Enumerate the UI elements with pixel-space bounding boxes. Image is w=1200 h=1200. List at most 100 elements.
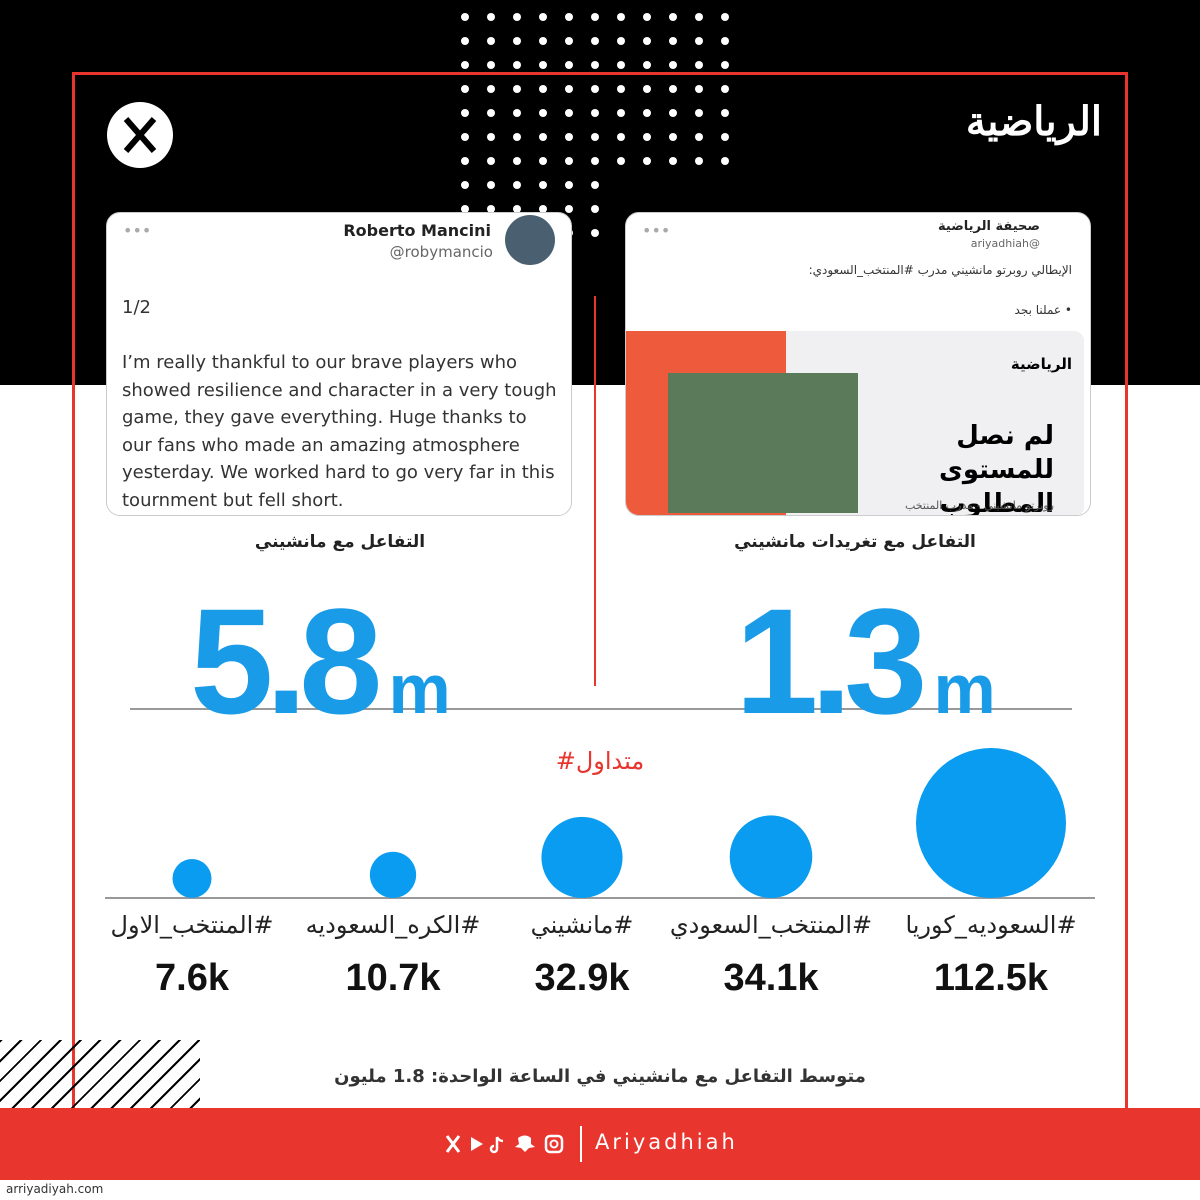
tweet-card: ••• صحيفة الرياضية @ariyadhiah الإيطالي … xyxy=(625,212,1091,516)
dot xyxy=(617,133,625,141)
footer-handle: Ariyadhiah xyxy=(595,1130,738,1154)
dot xyxy=(513,133,521,141)
hashtag: #المنتخب_الاول xyxy=(111,911,274,939)
dot xyxy=(643,85,651,93)
dot xyxy=(539,61,547,69)
dot xyxy=(591,37,599,45)
photo xyxy=(668,373,858,513)
hashtag: #المنتخب_السعودي xyxy=(670,911,872,939)
dot xyxy=(695,133,703,141)
dot xyxy=(643,133,651,141)
social-icons xyxy=(445,1134,564,1154)
dot xyxy=(539,181,547,189)
dot xyxy=(617,157,625,165)
dot xyxy=(591,157,599,165)
dot xyxy=(695,109,703,117)
dot xyxy=(461,205,469,213)
dot xyxy=(513,205,521,213)
dot xyxy=(617,85,625,93)
tweet-text: I’m really thankful to our brave players… xyxy=(122,352,557,511)
dot xyxy=(487,109,495,117)
dot xyxy=(695,85,703,93)
dot xyxy=(539,109,547,117)
dot xyxy=(591,109,599,117)
dot xyxy=(643,37,651,45)
dot xyxy=(487,37,495,45)
tweet-name: صحيفة الرياضية xyxy=(938,219,1040,234)
value-label: 10.7k xyxy=(345,957,441,999)
dot xyxy=(591,133,599,141)
dot xyxy=(513,37,521,45)
x-logo xyxy=(107,102,173,168)
bubble xyxy=(541,816,623,898)
dot xyxy=(539,37,547,45)
dot xyxy=(591,13,599,21)
dot xyxy=(565,181,573,189)
dot xyxy=(617,37,625,45)
dot xyxy=(539,133,547,141)
tweet-bullet: • عملنا بجد xyxy=(1014,303,1072,317)
footer: Ariyadhiah xyxy=(0,1108,1200,1180)
dot xyxy=(565,13,573,21)
dot xyxy=(643,109,651,117)
menu-dots: ••• xyxy=(123,221,152,240)
tweet-handle: @robymancio xyxy=(389,243,493,261)
bubble xyxy=(369,851,417,898)
media-card: الرياضية لم نصل للمستوى المطلوب روبرتو م… xyxy=(626,331,1084,515)
dot xyxy=(617,109,625,117)
stat-caption: التفاعل مع تغريدات مانشيني xyxy=(734,532,976,552)
dot xyxy=(617,13,625,21)
stat-caption: التفاعل مع مانشيني xyxy=(254,532,426,552)
dot xyxy=(461,181,469,189)
dot xyxy=(591,85,599,93)
dot xyxy=(591,61,599,69)
dot xyxy=(643,61,651,69)
dot xyxy=(591,205,599,213)
tweet-number: 1/2 xyxy=(122,297,151,318)
dot xyxy=(669,13,677,21)
dot xyxy=(487,181,495,189)
dot xyxy=(721,109,729,117)
dot xyxy=(591,229,599,237)
footer-divider xyxy=(580,1126,582,1162)
hashtag: #السعوديه_كوريا xyxy=(905,911,1076,939)
dot xyxy=(487,13,495,21)
dot xyxy=(695,61,703,69)
dot xyxy=(669,133,677,141)
dot xyxy=(461,37,469,45)
dot xyxy=(539,13,547,21)
site: arriyadiyah.com xyxy=(6,1182,104,1196)
dot xyxy=(487,157,495,165)
stat-value: 1.3 xyxy=(735,577,928,745)
dot xyxy=(669,157,677,165)
dot xyxy=(487,133,495,141)
value-label: 34.1k xyxy=(723,957,819,999)
brand-logo: الرياضية xyxy=(965,98,1102,145)
dot xyxy=(461,85,469,93)
dot xyxy=(695,13,703,21)
dot xyxy=(539,85,547,93)
dot xyxy=(643,157,651,165)
divider xyxy=(594,296,596,686)
dot xyxy=(487,205,495,213)
bubble xyxy=(916,748,1066,898)
dot xyxy=(721,85,729,93)
stat-value: 5.8 xyxy=(190,577,383,745)
dot xyxy=(487,85,495,93)
dot xyxy=(721,133,729,141)
bubble xyxy=(172,859,212,898)
dot xyxy=(721,13,729,21)
dot xyxy=(513,13,521,21)
dot xyxy=(461,109,469,117)
stat: 1.3 m xyxy=(735,575,996,748)
menu-dots: ••• xyxy=(642,221,671,240)
dot xyxy=(565,61,573,69)
dot xyxy=(565,205,573,213)
hashtag: #الكره_السعوديه xyxy=(306,911,481,939)
stat-unit: m xyxy=(388,650,451,728)
avatar xyxy=(505,215,555,265)
hashtag: #مانشيني xyxy=(531,911,634,939)
dot xyxy=(721,37,729,45)
dot xyxy=(513,85,521,93)
